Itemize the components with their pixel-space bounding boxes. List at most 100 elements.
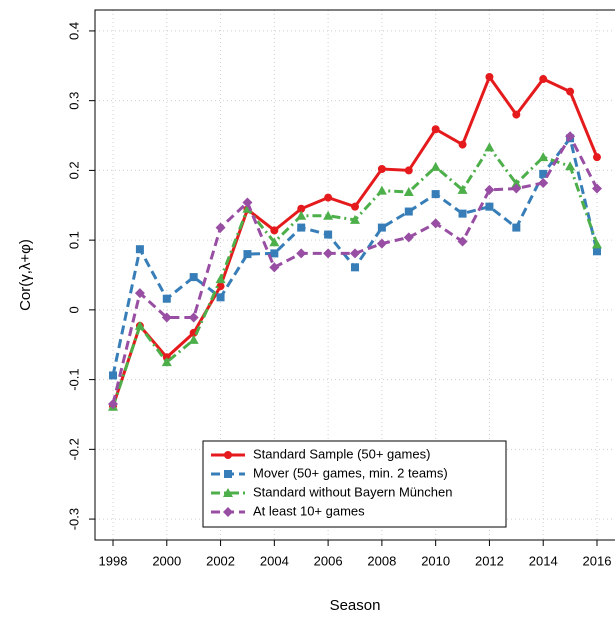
- point: [404, 207, 413, 216]
- point: [216, 282, 225, 291]
- x-tick-label: 2008: [367, 553, 396, 568]
- point: [323, 248, 334, 259]
- point: [269, 262, 280, 273]
- point: [351, 263, 359, 272]
- point: [350, 214, 360, 224]
- legend-label: At least 10+ games: [253, 503, 365, 518]
- point: [161, 357, 172, 367]
- point: [457, 184, 468, 194]
- legend-marker: [223, 488, 233, 497]
- point: [135, 245, 144, 254]
- point: [215, 222, 226, 233]
- y-tick-label: -0.2: [66, 438, 81, 460]
- point: [270, 249, 279, 258]
- point: [188, 334, 199, 344]
- point: [134, 320, 145, 330]
- point: [109, 371, 118, 380]
- point: [216, 293, 225, 302]
- point: [457, 236, 468, 247]
- y-tick-label: -0.3: [66, 508, 81, 530]
- x-tick-label: 2004: [260, 553, 289, 568]
- legend: Standard Sample (50+ games) Mover (50+ ga…: [202, 440, 507, 528]
- point: [538, 152, 549, 162]
- point: [591, 183, 602, 194]
- legend-box: [202, 440, 507, 528]
- x-tick-label: 2012: [475, 553, 504, 568]
- point: [296, 210, 307, 220]
- x-tick-label: 2002: [206, 553, 235, 568]
- point: [376, 185, 387, 195]
- point: [591, 239, 602, 249]
- point: [592, 153, 601, 162]
- point: [324, 230, 333, 239]
- point: [377, 223, 386, 232]
- point: [431, 125, 440, 134]
- point: [538, 177, 549, 188]
- x-axis-label: Season: [330, 597, 381, 614]
- point: [458, 209, 467, 218]
- point: [189, 328, 198, 337]
- point: [324, 193, 333, 202]
- point: [539, 169, 548, 178]
- legend-label: Mover (50+ games, min. 2 teams): [253, 465, 448, 480]
- legend-marker: [224, 451, 232, 459]
- point: [484, 184, 495, 195]
- x-tick-label: 2016: [583, 553, 612, 568]
- point: [215, 274, 226, 284]
- y-tick-label: 0.2: [66, 161, 81, 179]
- point: [458, 140, 467, 149]
- point: [484, 142, 495, 152]
- point: [512, 110, 521, 119]
- point: [539, 75, 548, 84]
- point: [511, 183, 522, 194]
- point: [592, 247, 601, 256]
- point: [431, 190, 440, 199]
- legend-label: Standard without Bayern München: [253, 484, 452, 499]
- point: [404, 166, 413, 175]
- point: [162, 294, 171, 303]
- legend-marker: [223, 507, 233, 517]
- x-tick-label: 2000: [152, 553, 181, 568]
- point: [430, 161, 441, 171]
- point: [189, 273, 198, 282]
- legend-marker: [224, 470, 232, 478]
- point: [296, 248, 307, 259]
- point: [323, 210, 334, 220]
- x-tick-label: 2014: [529, 553, 558, 568]
- point: [161, 312, 172, 323]
- point: [351, 202, 359, 211]
- plot-frame: [94, 9, 615, 541]
- point: [403, 187, 414, 197]
- y-tick-label: 0.4: [66, 22, 81, 40]
- legend-label: Standard Sample (50+ games): [253, 446, 430, 461]
- y-tick-label: 0.3: [66, 92, 81, 110]
- point: [134, 288, 145, 299]
- point: [350, 248, 360, 259]
- series-line: [111, 73, 599, 407]
- y-tick-label: 0.1: [66, 231, 81, 249]
- point: [297, 223, 306, 232]
- point: [512, 223, 521, 232]
- point: [376, 238, 387, 249]
- point: [565, 131, 576, 142]
- point: [270, 226, 279, 235]
- point: [565, 161, 576, 171]
- point: [269, 237, 280, 247]
- point: [188, 312, 199, 323]
- point: [403, 232, 414, 243]
- point: [242, 197, 253, 208]
- x-tick-label: 2010: [421, 553, 450, 568]
- point: [485, 202, 494, 211]
- point: [511, 178, 522, 188]
- x-tick-label: 1998: [99, 553, 128, 568]
- x-tick-label: 2006: [314, 553, 343, 568]
- y-tick-label: -0.1: [66, 368, 81, 390]
- point: [485, 72, 494, 81]
- y-axis-label: Cor(γ,λ+φ): [17, 239, 34, 311]
- point: [108, 399, 119, 410]
- point: [566, 87, 575, 96]
- point: [377, 165, 386, 173]
- point: [297, 204, 306, 213]
- y-tick-label: 0: [66, 306, 81, 313]
